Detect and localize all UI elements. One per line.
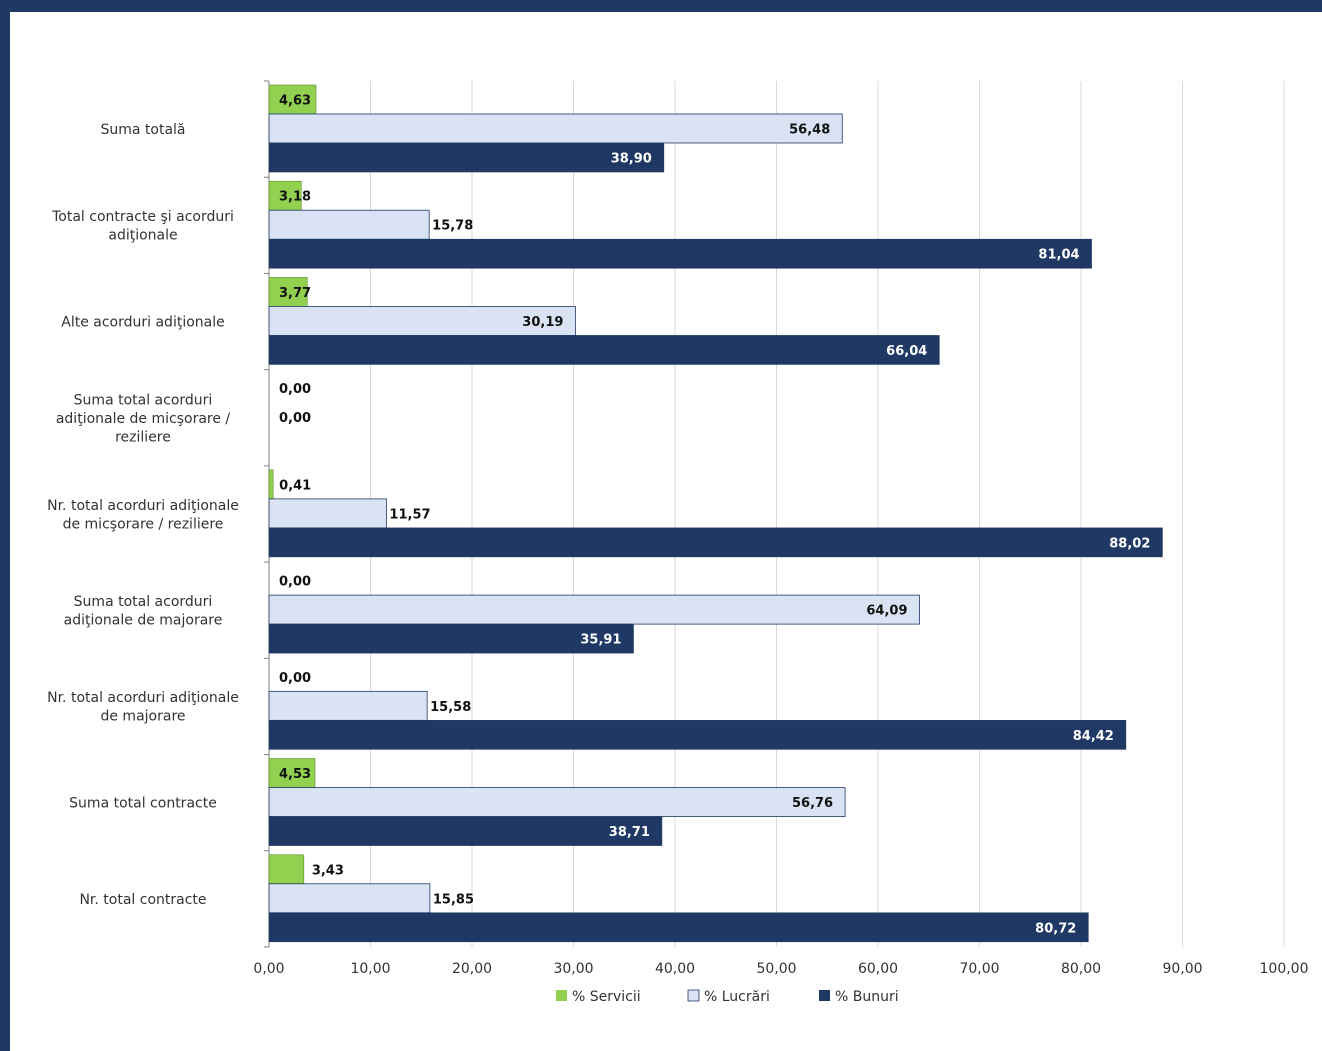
legend-label: % Bunuri <box>835 989 899 1005</box>
category-label: Nr. total acorduri adiţionale de majorare <box>47 690 239 725</box>
bar-bunuri <box>268 623 634 654</box>
bar-bunuri <box>268 816 663 846</box>
bar-bunuri <box>268 238 1092 269</box>
data-label: 0,41 <box>279 478 311 493</box>
category-label: Suma total acorduri adiţionale de micşora… <box>56 392 231 445</box>
x-tick-label: 80,00 <box>1061 961 1101 977</box>
bar-bunuri <box>268 142 665 173</box>
category-label: Suma total contracte <box>69 796 217 812</box>
bar-lucrari <box>268 883 431 914</box>
x-tick-label: 50,00 <box>756 961 796 977</box>
x-tick-label: 100,00 <box>1260 961 1309 977</box>
category-label: Alte acorduri adiţionale <box>61 315 224 331</box>
bar-servicii <box>268 758 316 788</box>
data-label: 30,19 <box>522 315 563 330</box>
category-label-line: de majorare <box>100 709 185 725</box>
category-label: Suma totală <box>100 122 185 138</box>
data-label: 0,00 <box>279 671 311 686</box>
legend-label: % Servicii <box>572 989 641 1005</box>
data-label: 4,53 <box>279 767 311 782</box>
category-label-line: Suma total contracte <box>69 796 217 812</box>
bar-lucrari <box>268 498 387 529</box>
bar-lucrari <box>268 787 846 817</box>
data-label: 3,77 <box>279 286 311 301</box>
data-label: 38,90 <box>611 152 652 167</box>
category-label-line: Total contracte şi acorduri <box>51 209 234 225</box>
data-label: 15,78 <box>432 219 473 234</box>
data-label: 15,58 <box>430 700 471 715</box>
bar-bunuri <box>268 335 940 365</box>
data-label: 0,00 <box>279 411 311 426</box>
data-label: 80,72 <box>1035 921 1076 936</box>
legend-swatch <box>687 989 700 1002</box>
x-tick-label: 70,00 <box>959 961 999 977</box>
category-label: Suma total acorduri adiţionale de majorar… <box>64 594 223 629</box>
data-label: 15,85 <box>433 892 474 907</box>
category-label-line: de micşorare / reziliere <box>63 516 224 532</box>
category-label-line: adiţionale <box>108 228 177 244</box>
data-label: 11,57 <box>389 507 430 522</box>
bar-lucrari <box>268 209 430 240</box>
x-tick-label: 10,00 <box>350 961 390 977</box>
bar-lucrari <box>268 113 843 144</box>
x-tick-label: 90,00 <box>1162 961 1202 977</box>
data-label: 3,18 <box>279 190 311 205</box>
data-label: 84,42 <box>1073 729 1114 744</box>
data-label: 0,00 <box>279 575 311 590</box>
legend-swatch <box>556 990 567 1001</box>
x-tick-label: 0,00 <box>253 961 284 977</box>
bar-bunuri <box>268 912 1089 943</box>
data-label: 56,76 <box>792 796 833 811</box>
data-label: 0,00 <box>279 382 311 397</box>
category-label-line: Suma total acorduri <box>74 392 213 408</box>
data-label: 88,02 <box>1109 536 1150 551</box>
bar-lucrari <box>268 306 576 336</box>
data-label: 3,43 <box>312 863 344 878</box>
bar-servicii <box>268 277 308 307</box>
x-tick-label: 40,00 <box>655 961 695 977</box>
data-label: 38,71 <box>609 825 650 840</box>
bar-chart: 0,00 10,00 20,00 30,00 40,00 50,00 60,00 70,00 8… <box>47 80 1309 1005</box>
bar-lucrari <box>268 594 920 625</box>
category-label-line: adiţionale de micşorare / <box>56 411 231 427</box>
bar-servicii <box>268 84 317 115</box>
category-label-line: Nr. total acorduri adiţionale <box>47 690 239 706</box>
category-label: Total contracte şi acorduri adiţionale <box>51 209 234 244</box>
data-label: 81,04 <box>1038 248 1079 263</box>
data-label: 66,04 <box>886 344 927 359</box>
category-label-line: reziliere <box>115 429 171 445</box>
data-label: 64,09 <box>866 604 907 619</box>
category-label-line: Suma total acorduri <box>74 594 213 610</box>
category-label: Nr. total contracte <box>79 892 206 908</box>
x-tick-label: 60,00 <box>858 961 898 977</box>
data-label: 4,63 <box>279 94 311 109</box>
category-label-line: Suma totală <box>100 122 185 138</box>
bar-servicii <box>268 180 302 211</box>
data-label: 35,91 <box>580 633 621 648</box>
category-label-line: Nr. total contracte <box>79 892 206 908</box>
legend-label: % Lucrări <box>704 989 770 1005</box>
bar-bunuri <box>268 527 1163 558</box>
bar-servicii <box>268 469 274 500</box>
legend-swatch <box>819 990 830 1001</box>
category-label-line: adiţionale de majorare <box>64 612 223 628</box>
category-label-line: Nr. total acorduri adiţionale <box>47 498 239 514</box>
bar-servicii <box>268 854 305 885</box>
bar-bunuri <box>268 720 1127 750</box>
x-tick-label: 20,00 <box>452 961 492 977</box>
data-label: 56,48 <box>789 123 830 138</box>
category-label: Nr. total acorduri adiţionale de micşorar… <box>47 498 239 533</box>
x-tick-label: 30,00 <box>553 961 593 977</box>
category-label-line: Alte acorduri adiţionale <box>61 315 224 331</box>
bar-lucrari <box>268 690 428 721</box>
